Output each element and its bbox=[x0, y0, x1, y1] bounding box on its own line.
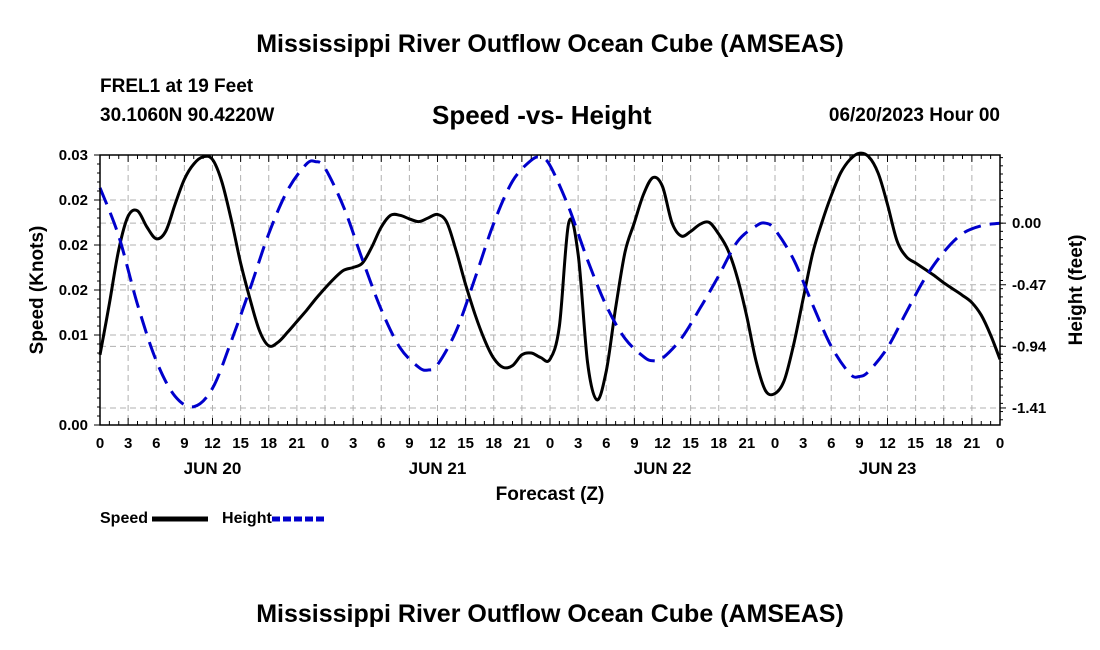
station-coords: 30.1060N 90.4220W bbox=[100, 105, 275, 126]
x-tick-label: 15 bbox=[232, 435, 249, 452]
x-tick-label: 6 bbox=[152, 435, 160, 452]
x-tick-label: 0 bbox=[996, 435, 1004, 452]
legend-speed-swatch bbox=[152, 516, 209, 522]
y2-tick-label: 0.00 bbox=[1012, 215, 1041, 232]
x-tick-label: 21 bbox=[514, 435, 531, 452]
x-tick-label: 0 bbox=[96, 435, 104, 452]
x-tick-label: 21 bbox=[739, 435, 756, 452]
x-tick-label: 0 bbox=[546, 435, 554, 452]
x-tick-label: 15 bbox=[457, 435, 474, 452]
x-tick-label: 21 bbox=[964, 435, 981, 452]
y2-tick-label: -1.41 bbox=[1012, 400, 1046, 417]
x-tick-label: 12 bbox=[879, 435, 896, 452]
legend-height-swatch bbox=[271, 516, 326, 522]
plot-title: Speed -vs- Height bbox=[432, 100, 652, 130]
x-tick-label: 18 bbox=[710, 435, 727, 452]
height-series-line bbox=[98, 155, 1001, 409]
x-tick-label: 9 bbox=[405, 435, 413, 452]
x-tick-label: 18 bbox=[260, 435, 277, 452]
legend-height-label: Height bbox=[222, 510, 272, 527]
y-tick-label: 0.02 bbox=[59, 237, 88, 254]
date-label: JUN 22 bbox=[634, 459, 692, 478]
x-tick-label: 3 bbox=[349, 435, 357, 452]
x-tick-label: 0 bbox=[321, 435, 329, 452]
x-tick-label: 6 bbox=[602, 435, 610, 452]
date-label: JUN 21 bbox=[409, 459, 467, 478]
x-tick-label: 12 bbox=[429, 435, 446, 452]
y-tick-label: 0.01 bbox=[59, 327, 88, 344]
x-tick-label: 12 bbox=[654, 435, 671, 452]
x-tick-label: 9 bbox=[855, 435, 863, 452]
grid-layer bbox=[100, 155, 1000, 425]
x-tick-label: 18 bbox=[935, 435, 952, 452]
x-tick-label: 3 bbox=[124, 435, 132, 452]
x-tick-label: 15 bbox=[682, 435, 699, 452]
x-tick-label: 6 bbox=[827, 435, 835, 452]
y-tick-label: 0.03 bbox=[59, 147, 88, 164]
y-tick-label: 0.02 bbox=[59, 192, 88, 209]
station-label: FREL1 at 19 Feet bbox=[100, 76, 254, 97]
x-tick-label: 12 bbox=[204, 435, 221, 452]
x-tick-label: 15 bbox=[907, 435, 924, 452]
y2-axis-label: Height (feet) bbox=[1066, 235, 1087, 346]
x-axis-label: Forecast (Z) bbox=[496, 484, 605, 505]
forecast-datetime: 06/20/2023 Hour 00 bbox=[828, 105, 1000, 126]
series-layer bbox=[98, 151, 1002, 409]
axis-layer: 0 3 6 9 12 15 18 21 0 3 6 9 12 15 18 21 0 3 6 9 12 15 18 21 0 3 6 9… bbox=[59, 147, 1047, 478]
y-axis-label: Speed (Knots) bbox=[27, 226, 48, 355]
speed-height-chart: 0 3 6 9 12 15 18 21 0 3 6 9 12 15 18 21 0 3 6 9 12 15 18 21 0 3 6 9… bbox=[27, 147, 1087, 505]
x-tick-label: 6 bbox=[377, 435, 385, 452]
x-tick-label: 18 bbox=[485, 435, 502, 452]
x-tick-label: 9 bbox=[180, 435, 188, 452]
y-tick-label: 0.02 bbox=[59, 282, 88, 299]
page-title: Mississippi River Outflow Ocean Cube (AM… bbox=[256, 30, 844, 58]
x-tick-label: 9 bbox=[630, 435, 638, 452]
footer-title: Mississippi River Outflow Ocean Cube (AM… bbox=[256, 600, 844, 628]
x-tick-label: 3 bbox=[574, 435, 582, 452]
x-tick-label: 3 bbox=[799, 435, 807, 452]
x-tick-label: 0 bbox=[771, 435, 779, 452]
y2-tick-label: -0.94 bbox=[1012, 338, 1047, 355]
legend: Speed Height bbox=[100, 510, 328, 528]
date-label: JUN 20 bbox=[184, 459, 242, 478]
y-tick-label: 0.00 bbox=[59, 417, 88, 434]
speed-series-line bbox=[98, 151, 1002, 402]
date-label: JUN 23 bbox=[859, 459, 917, 478]
y2-tick-label: -0.47 bbox=[1012, 277, 1046, 294]
x-tick-label: 21 bbox=[289, 435, 306, 452]
legend-speed-label: Speed bbox=[100, 510, 149, 527]
